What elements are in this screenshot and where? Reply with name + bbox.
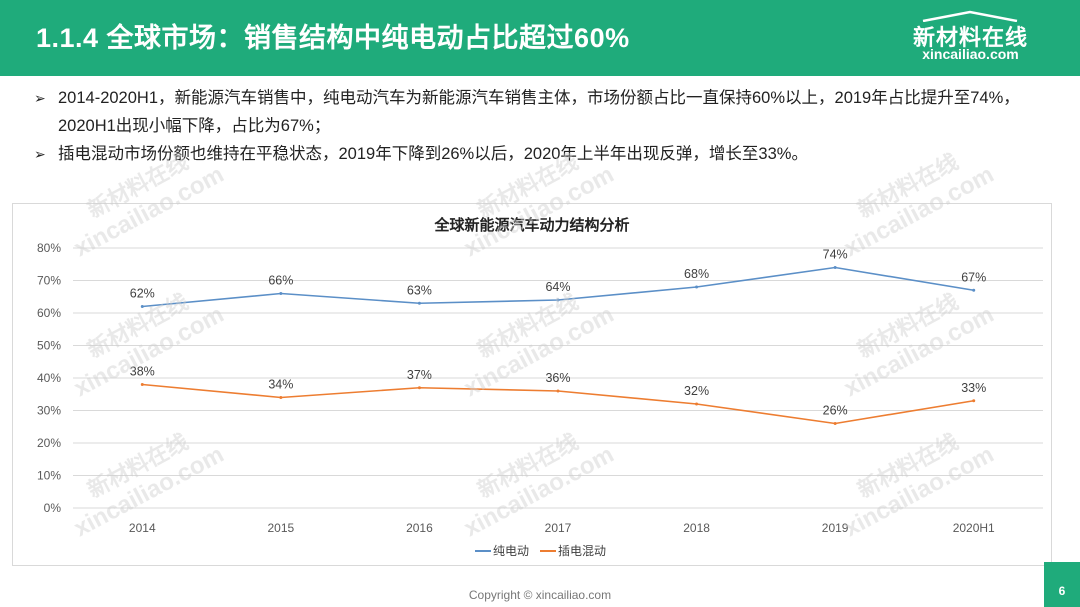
data-point: [140, 305, 144, 308]
x-tick-label: 2014: [129, 521, 156, 535]
chart-frame: 全球新能源汽车动力结构分析 0% 10% 20% 30% 40% 50% 60% 70% 80% 2…: [12, 203, 1052, 566]
data-point: [140, 383, 144, 386]
data-point: [695, 285, 699, 289]
data-point: [695, 402, 699, 406]
data-point: [417, 386, 421, 390]
x-tick-label: 2019: [822, 521, 849, 535]
data-label: 38%: [130, 365, 155, 379]
data-label: 68%: [684, 267, 709, 281]
bullet-list: ➢ 2014-2020H1，新能源汽车销售中，纯电动汽车为新能源汽车销售主体，市…: [34, 84, 1044, 168]
bullet-arrow-icon: ➢: [34, 146, 46, 162]
brand-url: xincailiao.com: [922, 46, 1019, 62]
data-point: [279, 396, 283, 399]
y-tick-label: 40%: [37, 371, 61, 385]
data-point: [833, 266, 837, 269]
data-label: 33%: [961, 381, 986, 395]
data-label: 34%: [268, 378, 293, 392]
y-tick-label: 20%: [37, 436, 61, 450]
y-tick-label: 50%: [37, 339, 61, 353]
y-tick-label: 10%: [37, 469, 61, 483]
data-label: 37%: [407, 368, 432, 382]
bullet-text: 2014-2020H1，新能源汽车销售中，纯电动汽车为新能源汽车销售主体，市场份…: [58, 89, 1020, 135]
data-point: [833, 422, 837, 425]
data-point: [279, 292, 283, 295]
data-point: [556, 389, 560, 393]
y-tick-label: 60%: [37, 306, 61, 320]
page-number: 6: [1058, 584, 1066, 598]
data-label: 63%: [407, 283, 432, 297]
data-label: 67%: [961, 270, 986, 284]
x-tick-label: 2015: [268, 521, 295, 535]
data-label: 32%: [684, 384, 709, 398]
legend-label: 纯电动: [493, 544, 529, 558]
bullet-arrow-icon: ➢: [34, 90, 46, 106]
data-point: [417, 301, 421, 305]
data-label: 66%: [268, 274, 293, 288]
x-tick-label: 2017: [545, 521, 572, 535]
data-label: 74%: [823, 248, 848, 262]
data-label: 26%: [823, 404, 848, 418]
y-tick-label: 30%: [37, 404, 61, 418]
data-label: 64%: [545, 280, 570, 294]
data-point: [972, 288, 976, 292]
x-tick-label: 2020H1: [953, 521, 995, 535]
chart-title: 全球新能源汽车动力结构分析: [433, 216, 629, 234]
copyright: Copyright © xincailiao.com: [468, 588, 612, 602]
data-point: [556, 298, 560, 302]
bullet-text: 插电混动市场份额也维持在平稳状态，2019年下降到26%以后，2020年上半年出…: [58, 145, 808, 163]
x-tick-label: 2016: [406, 521, 433, 535]
data-point: [972, 399, 976, 403]
page-number-tab: 6: [1044, 562, 1080, 607]
roof-icon: [922, 10, 1018, 22]
data-label: 36%: [545, 371, 570, 385]
brand-logo: 新材料在线 xincailiao.com: [903, 10, 1038, 66]
bullet-item: ➢ 2014-2020H1，新能源汽车销售中，纯电动汽车为新能源汽车销售主体，市…: [34, 84, 1044, 140]
title-bar: 1.1.4 全球市场：销售结构中纯电动占比超过60% 新材料在线 xincail…: [0, 0, 1080, 76]
x-tick-label: 2018: [683, 521, 710, 535]
bullet-item: ➢ 插电混动市场份额也维持在平稳状态，2019年下降到26%以后，2020年上半…: [34, 140, 1044, 168]
line-chart: 全球新能源汽车动力结构分析 0% 10% 20% 30% 40% 50% 60% 70% 80% 2…: [37, 216, 1043, 558]
y-tick-label: 70%: [37, 274, 61, 288]
data-label: 62%: [130, 287, 155, 301]
legend-label: 插电混动: [558, 544, 606, 558]
page-title: 1.1.4 全球市场：销售结构中纯电动占比超过60%: [36, 23, 630, 53]
brand-name: 新材料在线: [912, 25, 1028, 50]
y-tick-label: 80%: [37, 241, 61, 255]
y-tick-label: 0%: [44, 501, 62, 515]
